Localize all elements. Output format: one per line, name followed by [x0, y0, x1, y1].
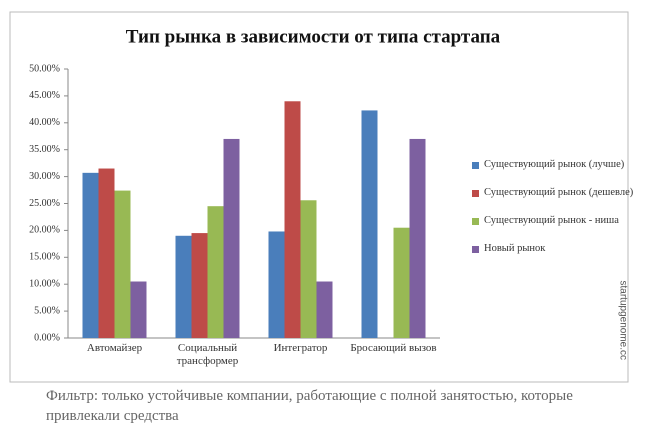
bar — [223, 138, 240, 338]
legend-label: Новый рынок — [484, 243, 546, 254]
y-tick-label: 25.00% — [29, 198, 60, 209]
y-tick-label: 15.00% — [29, 252, 60, 263]
bar — [268, 231, 285, 338]
y-tick-label: 0.00% — [34, 332, 60, 343]
legend-swatch — [472, 162, 479, 169]
bar — [409, 138, 426, 338]
y-tick-label: 30.00% — [29, 171, 60, 182]
bar — [98, 168, 115, 338]
legend-label: Существующий рынок - ниша — [484, 215, 619, 226]
legend-item: Существующий рынок (дешевле) — [472, 186, 634, 199]
x-tick-label: Интегратор — [273, 342, 328, 354]
x-tick-label: Бросающий вызов — [350, 342, 437, 354]
legend-label: Существующий рынок (дешевле) — [484, 187, 634, 198]
bar — [191, 233, 208, 338]
bar — [300, 200, 317, 338]
y-tick-label: 50.00% — [29, 63, 60, 74]
bar — [393, 227, 410, 338]
chart-title: Тип рынка в зависимости от типа стартапа — [126, 26, 501, 47]
watermark: startupgenome.cc — [617, 280, 629, 361]
bar — [114, 190, 131, 338]
y-tick-label: 40.00% — [29, 117, 60, 128]
bar — [284, 101, 301, 338]
legend-item: Существующий рынок - ниша — [472, 214, 634, 227]
legend-swatch — [472, 246, 479, 253]
bar — [361, 110, 378, 339]
footnote: Фильтр: только устойчивые компании, рабо… — [46, 388, 573, 424]
legend-swatch — [472, 218, 479, 225]
x-tick-label: Автомайзер — [86, 342, 143, 354]
y-tick-label: 45.00% — [29, 90, 60, 101]
legend-item: Новый рынок — [472, 242, 634, 255]
y-tick-label: 35.00% — [29, 144, 60, 155]
y-tick-label: 5.00% — [34, 305, 60, 316]
bar — [175, 235, 192, 338]
y-tick-label: 10.00% — [29, 278, 60, 289]
legend-item: Существующий рынок (лучше) — [472, 158, 634, 171]
x-tick-label: Социальный трансформер — [176, 342, 239, 367]
legend-label: Существующий рынок (лучше) — [484, 159, 625, 170]
bar — [82, 172, 99, 338]
y-tick-label: 20.00% — [29, 225, 60, 236]
bar — [207, 206, 224, 338]
legend-swatch — [472, 190, 479, 197]
bar — [130, 281, 147, 338]
bar — [316, 281, 333, 338]
